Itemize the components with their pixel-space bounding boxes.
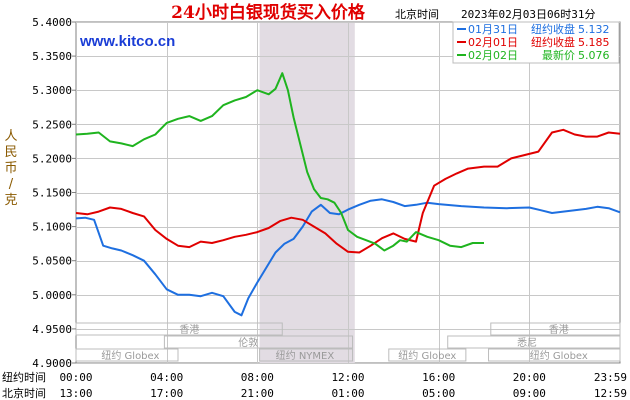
y-tick-label: 5.4000 bbox=[32, 16, 72, 29]
y-axis: 5.4000 5.3500 5.3000 5.2500 5.2000 5.1500 5.10… bbox=[32, 16, 76, 370]
market-session-band bbox=[488, 348, 621, 362]
x-tick-label-bj: 12:59 bbox=[594, 387, 627, 400]
market-session-label: 纽约 Globex bbox=[398, 349, 456, 362]
market-session-band bbox=[388, 348, 467, 362]
x-tick-label-ny: 16:00 bbox=[422, 371, 455, 384]
legend-series-value: 5.132 bbox=[578, 23, 610, 36]
x-axis-bj-label: 北京时间 bbox=[2, 386, 46, 400]
legend-box bbox=[452, 21, 620, 64]
x-tick-label-bj: 05:00 bbox=[422, 387, 455, 400]
market-session-band bbox=[490, 322, 621, 336]
x-tick-label-ny: 20:00 bbox=[513, 371, 546, 384]
y-tick-label: 4.9500 bbox=[32, 323, 72, 336]
x-tick-label-bj: 21:00 bbox=[241, 387, 274, 400]
watermark-url: www.kitco.cn bbox=[79, 33, 175, 50]
legend-series-name: 01月31日 bbox=[468, 23, 518, 36]
y-tick-label: 5.3500 bbox=[32, 50, 72, 63]
x-axis-ny-label: 纽约时间 bbox=[2, 370, 46, 384]
legend-series-value: 5.076 bbox=[578, 49, 610, 62]
market-session-label: 悉尼 bbox=[517, 337, 537, 349]
legend: 01月31日 纽约收盘 5.132 02月01日 纽约收盘 5.185 02月02日 最新价 5… bbox=[452, 21, 620, 64]
y-tick-label: 5.0000 bbox=[32, 289, 72, 302]
x-tick-label-ny: 23:59 bbox=[594, 371, 627, 384]
nymex-shaded-session bbox=[259, 22, 355, 363]
chart-timestamp: 2023年02月03日06时31分 bbox=[461, 7, 595, 21]
legend-series-name: 02月02日 bbox=[468, 49, 518, 62]
x-tick-label-bj: 13:00 bbox=[59, 387, 92, 400]
y-tick-label: 5.1500 bbox=[32, 187, 72, 200]
legend-series-value: 5.185 bbox=[578, 36, 610, 49]
legend-series-name: 02月01日 bbox=[468, 36, 518, 49]
series-line-1 bbox=[75, 198, 621, 317]
legend-series-label: 纽约收盘 bbox=[531, 22, 575, 36]
market-session-band bbox=[259, 348, 354, 362]
x-tick-label-bj: 17:00 bbox=[150, 387, 183, 400]
price-series bbox=[75, 72, 621, 317]
x-tick-label-bj: 01:00 bbox=[331, 387, 364, 400]
y-axis-label: 人民币/克 bbox=[4, 129, 17, 208]
x-tick-label-bj: 09:00 bbox=[513, 387, 546, 400]
y-tick-label: 5.2500 bbox=[32, 118, 72, 131]
legend-series-label: 最新价 bbox=[542, 48, 575, 62]
y-tick-label: 4.9000 bbox=[32, 357, 72, 370]
market-session-label: 纽约 Globex bbox=[530, 349, 588, 362]
market-session-band bbox=[75, 348, 179, 362]
series-line-3 bbox=[75, 72, 484, 252]
y-tick-label: 5.2000 bbox=[32, 152, 72, 165]
market-session-label: 纽约 NYMEX bbox=[276, 349, 335, 362]
series-line-2 bbox=[75, 128, 621, 254]
market-session-label: 纽约 Globex bbox=[101, 349, 159, 362]
chart-title: 24小时白银现货买入价格 bbox=[171, 2, 366, 23]
y-tick-label: 5.0500 bbox=[32, 255, 72, 268]
legend-series-label: 纽约收盘 bbox=[531, 35, 575, 49]
timezone-label: 北京时间 bbox=[395, 7, 439, 21]
y-axis-label-text: 人民币/克 bbox=[4, 129, 17, 208]
market-session-band bbox=[163, 335, 354, 349]
y-tick-label: 5.3000 bbox=[32, 84, 72, 97]
market-session-label: 香港 bbox=[179, 324, 199, 336]
y-tick-label: 5.1000 bbox=[32, 221, 72, 234]
x-tick-label-ny: 08:00 bbox=[241, 371, 274, 384]
x-tick-label-ny: 00:00 bbox=[59, 371, 92, 384]
market-session-band bbox=[447, 335, 621, 349]
x-tick-label-ny: 04:00 bbox=[150, 371, 183, 384]
market-session-label: 伦敦 bbox=[238, 336, 258, 349]
market-session-label: 香港 bbox=[549, 324, 569, 336]
x-tick-label-ny: 12:00 bbox=[331, 371, 364, 384]
